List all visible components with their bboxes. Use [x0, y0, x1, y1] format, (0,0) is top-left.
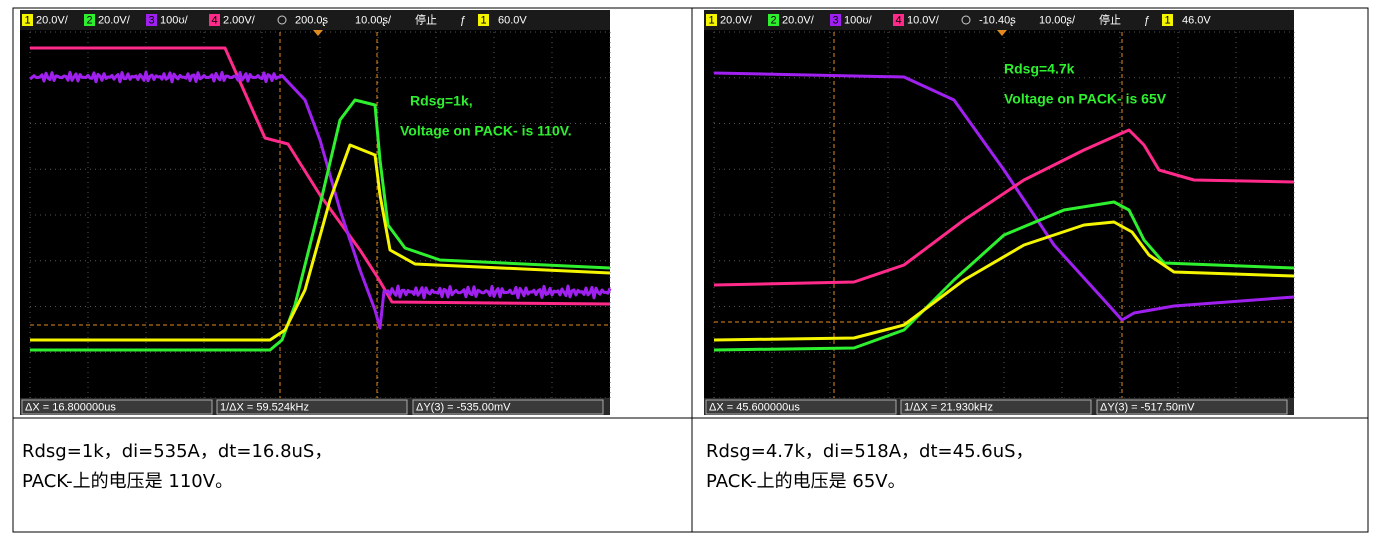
- time-scale: 10.00ʂ/: [1039, 14, 1076, 26]
- annotation: Rdsg=1k,: [410, 93, 473, 109]
- channel-number: 3: [148, 14, 154, 26]
- channel-number: 2: [770, 14, 776, 26]
- trigger-slope: ƒ: [1144, 14, 1150, 26]
- channel-number: 1: [24, 14, 30, 26]
- annotation: Voltage on PACK- is 65V: [1004, 91, 1167, 107]
- oscilloscope-screen: 1 20.0V/2 20.0V/3 100ʊ/4 10.0V/ -10.40ʂ 10.00ʂ…: [704, 10, 1294, 415]
- measurement: ΔX = 45.600000us: [709, 401, 800, 413]
- trigger-channel: 1: [480, 14, 486, 26]
- channel-scale: 20.0V/: [36, 14, 69, 26]
- measurement: ΔY(3) = -535.00mV: [416, 401, 511, 413]
- screen-background: [704, 10, 1294, 415]
- channel-number: 1: [708, 14, 714, 26]
- caption-line: Rdsg=1k，di=535A，dt=16.8uS，: [22, 441, 332, 462]
- channel-scale: 20.0V/: [782, 14, 815, 26]
- annotation: Voltage on PACK- is 110V.: [400, 123, 572, 139]
- time-position: 200.0ʂ: [295, 14, 329, 26]
- trigger-slope: ƒ: [460, 14, 466, 26]
- trigger-channel: 1: [1164, 14, 1170, 26]
- channel-number: 3: [832, 14, 838, 26]
- caption-line: PACK-上的电压是 110V。: [22, 471, 233, 492]
- channel-number: 4: [211, 14, 217, 26]
- screen-background: [20, 10, 610, 415]
- channel-scale: 20.0V/: [720, 14, 753, 26]
- measurement: ΔX = 16.800000us: [25, 401, 116, 413]
- run-state: 停止: [1099, 12, 1121, 26]
- channel-scale: 100ʊ/: [160, 14, 189, 26]
- channel-scale: 2.00V/: [223, 14, 256, 26]
- channel-number: 2: [86, 14, 92, 26]
- measurement: 1/ΔX = 21.930kHz: [904, 401, 993, 413]
- page: Rdsg=1k，di=535A，dt=16.8uS， PACK-上的电压是 11…: [0, 0, 1375, 535]
- run-state: 停止: [415, 12, 437, 26]
- trigger-level: 46.0V: [1182, 14, 1211, 26]
- channel-scale: 20.0V/: [98, 14, 131, 26]
- oscilloscope-screen: 1 20.0V/2 20.0V/3 100ʊ/4 2.00V/200.0ʂ 10.00ʂ/…: [20, 10, 610, 415]
- caption-line: Rdsg=4.7k，di=518A，dt=45.6uS，: [706, 441, 1034, 462]
- channel-scale: 100ʊ/: [844, 14, 873, 26]
- channel-number: 4: [895, 14, 901, 26]
- trigger-level: 60.0V: [498, 14, 527, 26]
- annotation: Rdsg=4.7k: [1004, 61, 1075, 77]
- time-position: -10.40ʂ: [979, 14, 1016, 26]
- channel-scale: 10.0V/: [907, 14, 940, 26]
- caption-line: PACK-上的电压是 65V。: [706, 471, 906, 492]
- measurement: 1/ΔX = 59.524kHz: [220, 401, 309, 413]
- measurement: ΔY(3) = -517.50mV: [1100, 401, 1195, 413]
- time-scale: 10.00ʂ/: [355, 14, 392, 26]
